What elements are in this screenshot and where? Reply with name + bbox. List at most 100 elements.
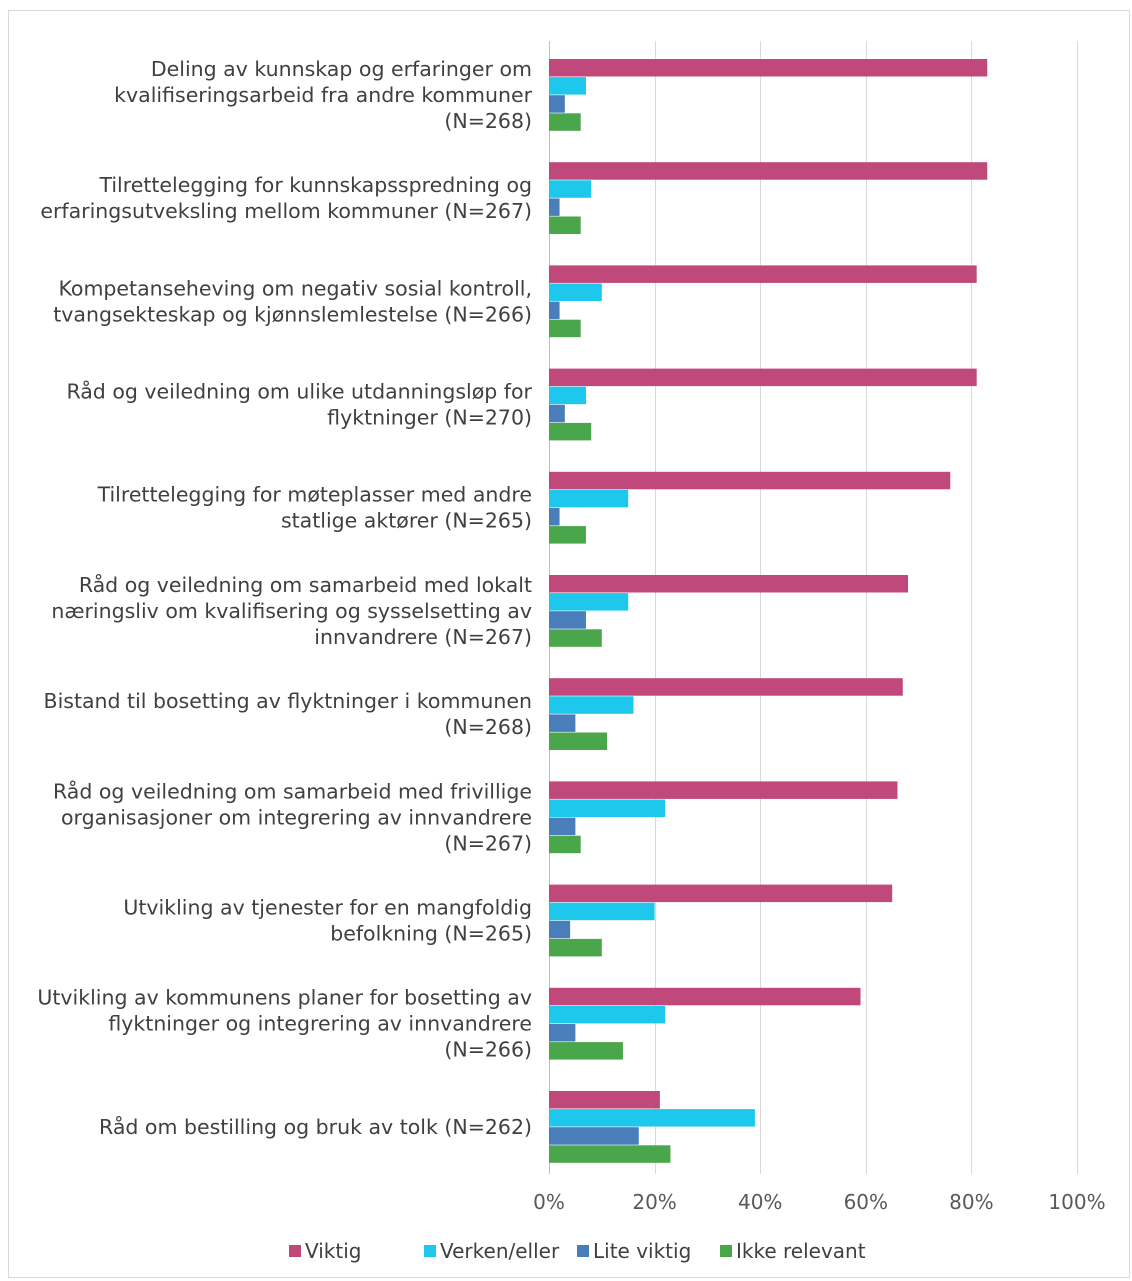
- category-label-line: (N=266): [444, 1038, 532, 1062]
- category-label-line: (N=268): [444, 109, 532, 133]
- category-label: Utvikling av kommunens planer for bosett…: [37, 986, 532, 1062]
- bar-lite-viktig: [549, 508, 560, 526]
- x-tick-label: 80%: [949, 1190, 993, 1214]
- category-label-line: næringsliv om kvalifisering og sysselset…: [51, 599, 532, 623]
- x-tick-label: 100%: [1048, 1190, 1105, 1214]
- bar-verken-eller: [549, 593, 629, 611]
- category-label-line: (N=268): [444, 715, 532, 739]
- category-label-line: erfaringsutveksling mellom kommuner (N=2…: [40, 199, 532, 223]
- bar-lite-viktig: [549, 1024, 576, 1042]
- bar-viktig: [549, 1091, 660, 1109]
- bar-ikke-relevant: [549, 526, 586, 544]
- bar-verken-eller: [549, 386, 586, 405]
- bar-chart: Deling av kunnskap og erfaringer om kvali…: [37, 41, 1106, 1263]
- bar-verken-eller: [549, 1005, 666, 1024]
- category-label-line: flyktninger (N=270): [327, 406, 532, 430]
- x-tick-label: 20%: [632, 1190, 676, 1214]
- bar-viktig: [549, 368, 977, 387]
- category-label-line: kvalifiseringsarbeid fra andre kommuner: [114, 83, 532, 107]
- bar-ikke-relevant: [549, 113, 581, 131]
- category-label-line: Tilrettelegging for møteplasser med andr…: [97, 483, 532, 507]
- bar-ikke-relevant: [549, 1145, 671, 1163]
- category-label-line: Tilrettelegging for kunnskapsspredning o…: [98, 173, 532, 197]
- bar-lite-viktig: [549, 198, 560, 216]
- bar-verken-eller: [549, 696, 634, 714]
- x-tick-label: 0%: [533, 1190, 565, 1214]
- category-label: Bistand til bosetting av flyktninger i k…: [44, 689, 533, 739]
- category-label-line: organisasjoner om integrering av innvand…: [61, 805, 532, 829]
- category-label-line: Råd og veiledning om samarbeid med lokal…: [79, 572, 532, 597]
- bar-lite-viktig: [549, 404, 565, 423]
- legend-label: Lite viktig: [593, 1239, 691, 1263]
- bar-viktig: [549, 471, 951, 490]
- bar-verken-eller: [549, 902, 655, 921]
- x-tick-labels: 0% 20% 40% 60% 80% 100%: [533, 1190, 1105, 1214]
- category-label-line: flyktninger og integrering av innvandrer…: [108, 1012, 532, 1036]
- category-label-line: Kompetanseheving om negativ sosial kontr…: [58, 276, 532, 300]
- bar-ikke-relevant: [549, 319, 581, 338]
- category-label: Råd om bestilling og bruk av tolk (N=262…: [99, 1114, 532, 1139]
- category-label-line: Råd om bestilling og bruk av tolk (N=262…: [99, 1114, 532, 1139]
- category-labels: Deling av kunnskap og erfaringer om kvali…: [37, 57, 532, 1139]
- bar-lite-viktig: [549, 817, 576, 836]
- category-label-line: Råd og veiledning om samarbeid med frivi…: [53, 778, 532, 803]
- bar-verken-eller: [549, 77, 586, 95]
- category-label-line: (N=267): [444, 831, 532, 855]
- legend-label: Viktig: [305, 1239, 361, 1263]
- category-label-line: Utvikling av kommunens planer for bosett…: [37, 986, 532, 1010]
- bar-viktig: [549, 575, 909, 593]
- bar-verken-eller: [549, 283, 602, 301]
- category-label-line: statlige aktører (N=265): [281, 509, 532, 533]
- category-label: Råd og veiledning om ulike utdanningsløp…: [66, 379, 532, 430]
- x-tick-label: 60%: [844, 1190, 888, 1214]
- category-label-line: befolkning (N=265): [330, 922, 532, 946]
- bar-viktig: [549, 265, 977, 283]
- legend-item: Ikke relevant: [720, 1239, 866, 1263]
- bar-viktig: [549, 162, 988, 180]
- bar-verken-eller: [549, 489, 629, 508]
- bar-lite-viktig: [549, 95, 565, 113]
- legend-swatch: [577, 1245, 589, 1257]
- category-label: Råd og veiledning om samarbeid med lokal…: [51, 572, 532, 649]
- category-label-line: innvandrere (N=267): [314, 625, 532, 649]
- bar-lite-viktig: [549, 301, 560, 320]
- category-label: Tilrettelegging for møteplasser med andr…: [97, 483, 532, 533]
- category-label: Kompetanseheving om negativ sosial kontr…: [53, 276, 532, 326]
- bar-ikke-relevant: [549, 732, 608, 750]
- bar-verken-eller: [549, 799, 666, 817]
- bar-lite-viktig: [549, 1127, 639, 1145]
- bar-verken-eller: [549, 1109, 755, 1127]
- bar-viktig: [549, 59, 988, 77]
- category-label: Råd og veiledning om samarbeid med frivi…: [53, 778, 532, 855]
- legend-label: Verken/eller: [440, 1239, 560, 1263]
- legend-item: Viktig: [289, 1239, 361, 1263]
- bar-viktig: [549, 678, 903, 696]
- bar-lite-viktig: [549, 920, 571, 939]
- x-tick-label: 40%: [738, 1190, 782, 1214]
- bar-lite-viktig: [549, 611, 586, 629]
- bar-verken-eller: [549, 180, 592, 198]
- category-label: Utvikling av tjenester for en mangfoldig…: [123, 896, 532, 946]
- category-label-line: Utvikling av tjenester for en mangfoldig: [123, 896, 532, 920]
- bar-ikke-relevant: [549, 835, 581, 854]
- legend-label: Ikke relevant: [736, 1239, 866, 1263]
- legend: Viktig Verken/eller Lite viktig Ikke releva…: [289, 1239, 866, 1263]
- bar-ikke-relevant: [549, 629, 602, 647]
- category-label-line: tvangsekteskap og kjønnslemlestelse (N=2…: [53, 302, 532, 326]
- category-label-line: Bistand til bosetting av flyktninger i k…: [44, 689, 533, 713]
- legend-swatch: [424, 1245, 436, 1257]
- bar-ikke-relevant: [549, 938, 602, 957]
- legend-swatch: [720, 1245, 732, 1257]
- legend-swatch: [289, 1245, 301, 1257]
- bar-ikke-relevant: [549, 422, 592, 441]
- bar-viktig: [549, 884, 893, 903]
- bar-viktig: [549, 987, 861, 1006]
- bar-lite-viktig: [549, 714, 576, 732]
- category-label-line: Råd og veiledning om ulike utdanningsløp…: [66, 379, 532, 404]
- category-label: Deling av kunnskap og erfaringer om kvali…: [114, 57, 532, 133]
- bar-ikke-relevant: [549, 1042, 623, 1060]
- legend-item: Verken/eller: [424, 1239, 560, 1263]
- legend-item: Lite viktig: [577, 1239, 691, 1263]
- gridlines: [549, 41, 1078, 1174]
- category-label: Tilrettelegging for kunnskapsspredning o…: [40, 173, 532, 223]
